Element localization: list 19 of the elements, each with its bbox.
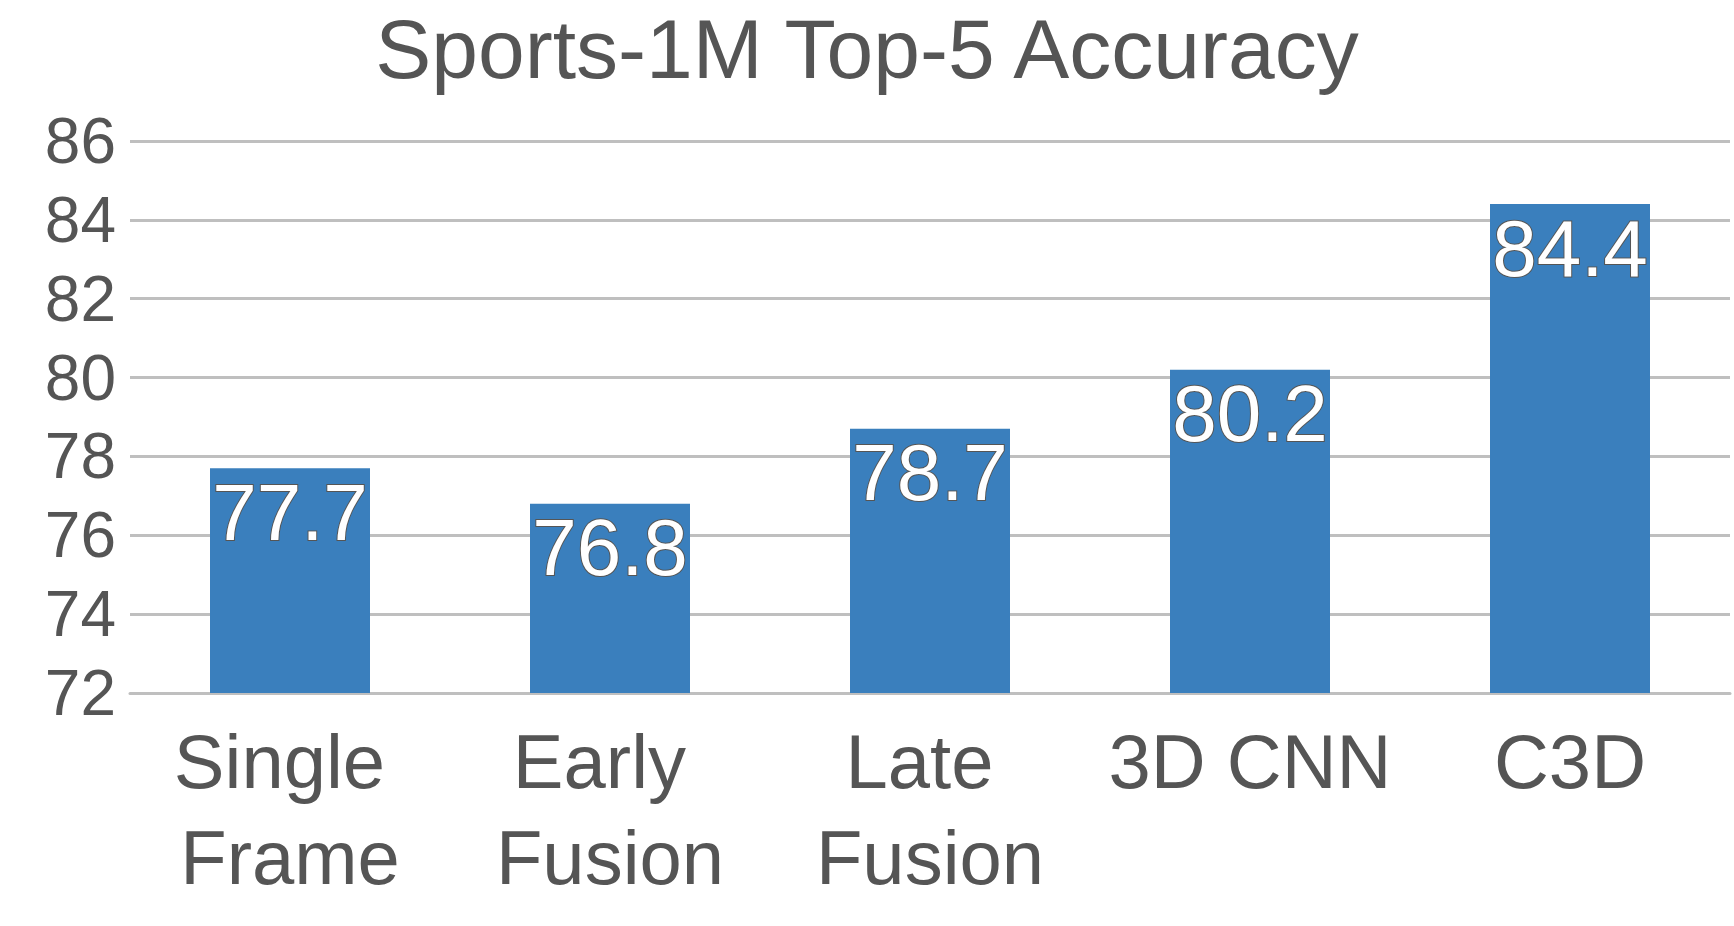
x-tick-label: Single Frame	[173, 718, 407, 900]
x-tick-label: C3D	[1493, 718, 1647, 804]
data-label: 84.4	[1492, 203, 1648, 293]
x-tick-label: Late Fusion	[815, 718, 1045, 900]
y-tick-label: 82	[44, 262, 116, 335]
x-tick-label: 3D CNN	[1108, 718, 1392, 804]
data-label: 77.7	[212, 467, 368, 557]
y-tick-label: 86	[44, 105, 116, 177]
data-label: 78.7	[852, 428, 1008, 518]
y-tick-label: 78	[44, 420, 116, 493]
chart-title: Sports-1M Top-5 Accuracy	[375, 2, 1359, 96]
y-tick-label: 84	[44, 183, 116, 256]
y-tick-label: 72	[44, 657, 116, 729]
data-label: 80.2	[1172, 369, 1328, 459]
data-label: 76.8	[532, 503, 688, 593]
y-tick-label: 80	[44, 341, 116, 414]
x-tick-label: Early Fusion	[495, 718, 725, 900]
y-tick-label: 74	[44, 578, 116, 651]
y-tick-label: 76	[44, 499, 116, 572]
